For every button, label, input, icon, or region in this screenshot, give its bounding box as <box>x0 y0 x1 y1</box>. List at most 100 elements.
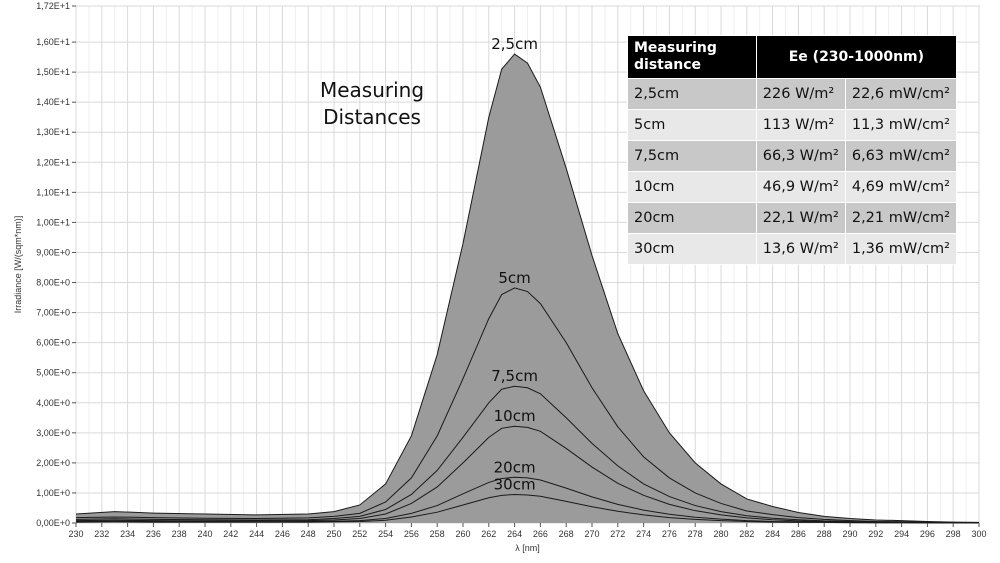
table-row: 7,5cm 66,3 W/m² 6,63 mW/cm² <box>627 140 958 172</box>
x-tick-label: 232 <box>94 529 109 539</box>
x-tick-label: 244 <box>249 529 264 539</box>
irradiance-wm2-cell: 46,9 W/m² <box>755 171 846 203</box>
x-tick-label: 300 <box>971 529 986 539</box>
x-tick-label: 234 <box>120 529 135 539</box>
y-tick-label: 1,30E+1 <box>36 127 70 137</box>
irradiance-mwcm2-cell: 2,21 mW/cm² <box>844 202 958 234</box>
x-tick-label: 262 <box>481 529 496 539</box>
series-label: 30cm <box>494 475 536 493</box>
series-line-1 <box>75 287 980 524</box>
x-tick-label: 238 <box>172 529 187 539</box>
distance-cell: 30cm <box>627 233 757 265</box>
distance-cell: 10cm <box>627 171 757 203</box>
x-tick-label: 246 <box>275 529 290 539</box>
y-axis-label: Irradiance [W/(sqm*nm)] <box>13 216 23 314</box>
series-line-0 <box>75 53 980 523</box>
distance-cell: 7,5cm <box>627 140 757 172</box>
irradiance-wm2-cell: 22,1 W/m² <box>755 202 846 234</box>
x-tick-label: 284 <box>765 529 780 539</box>
x-tick-label: 282 <box>739 529 754 539</box>
x-tick-label: 292 <box>868 529 883 539</box>
distance-cell: 2,5cm <box>627 78 757 110</box>
x-tick-label: 288 <box>817 529 832 539</box>
x-tick-label: 270 <box>584 529 599 539</box>
x-tick-label: 260 <box>455 529 470 539</box>
y-tick-label: 5,00E+0 <box>36 368 70 378</box>
x-tick-label: 296 <box>920 529 935 539</box>
table-row: 10cm 46,9 W/m² 4,69 mW/cm² <box>627 171 958 203</box>
irradiance-wm2-cell: 113 W/m² <box>755 109 846 141</box>
table-row: 5cm 113 W/m² 11,3 mW/cm² <box>627 109 958 141</box>
distance-cell: 5cm <box>627 109 757 141</box>
y-tick-label: 1,60E+1 <box>36 37 70 47</box>
x-tick-label: 294 <box>894 529 909 539</box>
series-label: 2,5cm <box>491 35 538 53</box>
irradiance-wm2-cell: 13,6 W/m² <box>755 233 846 265</box>
table-row: 30cm 13,6 W/m² 1,36 mW/cm² <box>627 233 958 265</box>
x-tick-label: 266 <box>533 529 548 539</box>
y-tick-label: 1,10E+1 <box>36 187 70 197</box>
table-row: 2,5cm 226 W/m² 22,6 mW/cm² <box>627 78 958 110</box>
irradiance-wm2-cell: 226 W/m² <box>755 78 846 110</box>
axes: 230 232 234 236 238 240 242 244 246 248 250 252 254 2… <box>36 1 986 539</box>
irradiance-mwcm2-cell: 4,69 mW/cm² <box>844 171 958 203</box>
header-measuring-distance: Measuring distance <box>627 35 757 79</box>
header-ee: Ee (230-1000nm) <box>755 35 958 79</box>
y-tick-label: 7,00E+0 <box>36 308 70 318</box>
x-tick-label: 240 <box>197 529 212 539</box>
x-tick-label: 298 <box>946 529 961 539</box>
series-line-5 <box>75 493 979 524</box>
y-tick-label: 1,72E+1 <box>36 1 70 11</box>
y-tick-label: 4,00E+0 <box>36 398 70 408</box>
series-lines <box>75 53 980 524</box>
measuring-distances-annotation: Measuring Distances <box>320 78 424 129</box>
x-tick-label: 264 <box>507 529 522 539</box>
irradiance-mwcm2-cell: 1,36 mW/cm² <box>844 233 958 265</box>
x-tick-label: 254 <box>378 529 393 539</box>
x-tick-label: 250 <box>326 529 341 539</box>
x-tick-label: 286 <box>791 529 806 539</box>
y-tick-label: 9,00E+0 <box>36 247 70 257</box>
x-axis-label: λ [nm] <box>515 543 540 553</box>
irradiance-mwcm2-cell: 6,63 mW/cm² <box>844 140 958 172</box>
irradiance-wm2-cell: 66,3 W/m² <box>755 140 846 172</box>
series-label: 7,5cm <box>491 367 538 385</box>
table-row: 20cm 22,1 W/m² 2,21 mW/cm² <box>627 202 958 234</box>
series-label: 5cm <box>498 269 530 287</box>
y-tick-label: 8,00E+0 <box>36 278 70 288</box>
table-body: 2,5cm 226 W/m² 22,6 mW/cm² 5cm 113 W/m² 11,3 … <box>627 78 958 265</box>
x-tick-label: 274 <box>636 529 651 539</box>
x-tick-label: 280 <box>713 529 728 539</box>
x-tick-label: 256 <box>404 529 419 539</box>
y-tick-label: 1,50E+1 <box>36 67 70 77</box>
y-tick-label: 2,00E+0 <box>36 458 70 468</box>
x-tick-label: 272 <box>610 529 625 539</box>
y-tick-label: 1,40E+1 <box>36 97 70 107</box>
x-tick-label: 258 <box>430 529 445 539</box>
x-tick-label: 236 <box>146 529 161 539</box>
x-tick-label: 230 <box>68 529 83 539</box>
x-tick-label: 268 <box>559 529 574 539</box>
x-tick-label: 276 <box>662 529 677 539</box>
x-tick-label: 290 <box>842 529 857 539</box>
y-tick-label: 6,00E+0 <box>36 338 70 348</box>
y-tick-label: 1,00E+1 <box>36 217 70 227</box>
x-tick-label: 242 <box>223 529 238 539</box>
y-tick-label: 1,00E+0 <box>36 488 70 498</box>
series-label: 10cm <box>494 407 536 425</box>
irradiance-table: Measuring distance Ee (230-1000nm) 2,5cm… <box>627 35 958 265</box>
spectrum-area <box>76 54 979 524</box>
irradiance-mwcm2-cell: 22,6 mW/cm² <box>844 78 958 110</box>
table-header-row: Measuring distance Ee (230-1000nm) <box>627 35 958 79</box>
x-tick-label: 278 <box>688 529 703 539</box>
x-tick-label: 248 <box>301 529 316 539</box>
irradiance-mwcm2-cell: 11,3 mW/cm² <box>844 109 958 141</box>
spectrum-fill <box>76 54 979 524</box>
series-line-2 <box>75 385 979 524</box>
series-label: 20cm <box>494 458 536 476</box>
y-tick-label: 1,20E+1 <box>36 157 70 167</box>
y-tick-label: 0,00E+0 <box>36 518 70 528</box>
y-tick-label: 3,00E+0 <box>36 428 70 438</box>
